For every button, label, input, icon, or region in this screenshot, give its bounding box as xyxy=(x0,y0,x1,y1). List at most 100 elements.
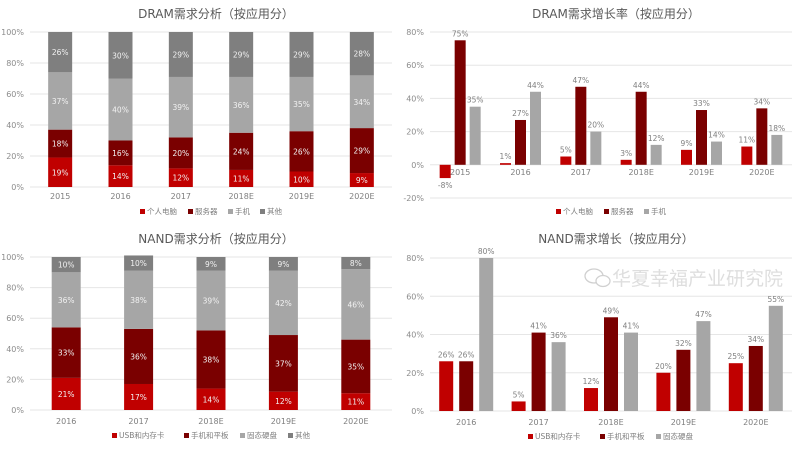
x-tick-label: 2017 xyxy=(128,417,148,426)
data-label: 35% xyxy=(347,362,364,371)
legend-item: 手机和平板 xyxy=(600,431,645,441)
data-label: 28% xyxy=(353,50,370,59)
bar xyxy=(696,321,711,411)
bar-segment xyxy=(48,129,73,158)
data-label: 42% xyxy=(275,299,292,308)
data-label: 44% xyxy=(527,81,544,90)
legend: 个人电脑 服务器 手机 xyxy=(556,206,666,216)
legend-swatch xyxy=(604,209,609,214)
legend-item: 服务器 xyxy=(188,206,218,216)
bar xyxy=(469,106,481,165)
y-tick-label: -20% xyxy=(403,194,424,203)
bar xyxy=(459,361,474,411)
data-label: 5% xyxy=(513,390,525,399)
bar-segment xyxy=(168,32,193,77)
legend-item: 手机和平板 xyxy=(184,430,229,440)
bar-segment xyxy=(289,76,314,132)
x-tick-label: 2017 xyxy=(528,418,548,427)
data-label: 34% xyxy=(353,98,370,107)
data-label: 30% xyxy=(112,51,129,60)
data-label: 20% xyxy=(655,362,672,371)
x-tick-label: 2019E xyxy=(271,417,296,426)
legend: 个人电脑 服务器 手机 其他 xyxy=(140,206,282,216)
y-tick-label: 0% xyxy=(411,161,424,170)
legend-item: 其他 xyxy=(260,206,282,216)
data-label: 29% xyxy=(353,147,370,156)
data-label: 39% xyxy=(172,103,189,112)
data-label: 29% xyxy=(233,50,250,59)
legend-swatch xyxy=(260,209,265,214)
bar-segment xyxy=(268,391,298,410)
data-label: 20% xyxy=(587,121,604,130)
y-tick-label: 60% xyxy=(406,61,424,70)
x-tick-label: 2016 xyxy=(456,418,476,427)
watermark-text: 华夏幸福产业研究院 xyxy=(612,268,783,290)
bar-segment xyxy=(289,131,314,172)
data-label: 25% xyxy=(727,352,744,361)
x-tick-label: 2016 xyxy=(56,417,76,426)
watermark: 华夏幸福产业研究院 xyxy=(584,268,783,290)
bar-segment xyxy=(268,270,298,336)
x-tick-label: 2017 xyxy=(171,192,191,201)
bar-segment xyxy=(229,132,254,170)
bar-segment xyxy=(48,157,73,187)
bar-segment xyxy=(349,75,374,129)
data-label: 36% xyxy=(58,296,75,305)
data-label: 3% xyxy=(620,149,632,158)
bar xyxy=(768,305,783,411)
data-label: 24% xyxy=(233,147,250,156)
data-label: 35% xyxy=(467,96,484,105)
x-tick-label: 2019E xyxy=(689,168,714,177)
y-tick-label: 80% xyxy=(6,284,24,293)
y-tick-label: 0% xyxy=(11,183,24,192)
bar xyxy=(696,110,707,165)
x-tick-label: 2018E xyxy=(598,418,623,427)
data-label: 37% xyxy=(52,97,69,106)
y-tick-label: 20% xyxy=(406,369,424,378)
chart-3: NAND需求分析（按应用分） 0% 20% 40% 60% 80% 100% 2016 2017… xyxy=(1,231,392,440)
bar-segment xyxy=(48,32,73,73)
data-label: 44% xyxy=(633,81,650,90)
legend-swatch xyxy=(288,433,293,438)
y-tick-label: 100% xyxy=(1,253,24,262)
bar xyxy=(531,332,546,411)
bar-segment xyxy=(108,32,133,79)
data-label: 46% xyxy=(347,300,364,309)
legend-item: 其他 xyxy=(288,430,310,440)
legend-item: 固态硬盘 xyxy=(240,430,277,440)
x-tick-label: 2019E xyxy=(671,418,696,427)
y-tick-label: 20% xyxy=(6,375,24,384)
legend-item: 个人电脑 xyxy=(556,206,593,216)
x-tick-label: 2020E xyxy=(743,418,768,427)
data-label: 5% xyxy=(560,146,572,155)
y-tick-label: 20% xyxy=(406,128,424,137)
bar xyxy=(575,86,587,165)
legend-label: 服务器 xyxy=(195,206,218,216)
y-tick-label: 40% xyxy=(406,331,424,340)
data-label: 29% xyxy=(293,50,310,59)
legend-label: 固态硬盘 xyxy=(663,431,693,441)
legend-item: 固态硬盘 xyxy=(656,431,693,441)
x-tick-label: 2016 xyxy=(110,192,130,201)
bar-segment xyxy=(168,168,193,187)
data-label: 11% xyxy=(233,174,250,183)
bar xyxy=(530,91,541,165)
data-label: 49% xyxy=(603,306,620,315)
legend-swatch xyxy=(140,209,145,214)
bar xyxy=(624,332,638,411)
bar-segment xyxy=(349,128,374,174)
legend-swatch xyxy=(228,209,233,214)
data-label: 8% xyxy=(350,259,362,268)
bar xyxy=(656,372,671,411)
bar-segment xyxy=(341,393,371,410)
legend: USB和内存卡 手机和平板 固态硬盘 xyxy=(528,431,693,441)
data-label: 12% xyxy=(648,134,665,143)
data-label: 16% xyxy=(112,149,129,158)
y-tick-label: 60% xyxy=(6,90,24,99)
bar-segment xyxy=(108,78,133,141)
data-label: 55% xyxy=(767,295,784,304)
bar-segment xyxy=(341,257,371,270)
bar-segment xyxy=(268,257,298,271)
data-label: 34% xyxy=(753,97,770,106)
bar-segment xyxy=(289,171,314,187)
